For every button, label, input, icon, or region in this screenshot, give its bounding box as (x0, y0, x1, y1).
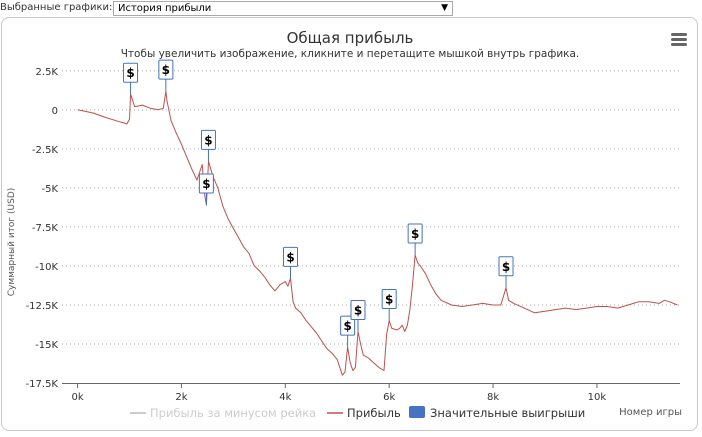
big-win-marker[interactable]: $ (158, 59, 174, 92)
big-win-markers[interactable]: $ $$$$$$$$$ (123, 59, 514, 348)
charts-select-label: Выбранные графики: (0, 2, 113, 13)
y-tick-labels: 2.5K 0 -2.5K -5K -7.5K -10K -12.5K -15K -17.5K (26, 67, 59, 390)
dollar-icon: $ (126, 66, 134, 80)
x-tick-label: 10k (588, 392, 607, 403)
big-win-marker[interactable]: $ (200, 129, 216, 162)
big-win-marker[interactable]: $ (198, 173, 214, 206)
legend-label-net-profit: Прибыль за минусом рейка (150, 406, 316, 420)
big-win-marker[interactable]: $ (283, 246, 299, 279)
top-bar: Выбранные графики: История прибыли ▼ (0, 0, 702, 18)
chart-frame[interactable]: 2.5K 0 -2.5K -5K -7.5K -10K -12.5K -15K -17.5K 0… (1, 17, 698, 431)
charts-select[interactable]: История прибыли ▼ (113, 1, 453, 16)
legend-item-net-profit[interactable]: Прибыль за минусом рейка (130, 406, 316, 420)
grid-lines (62, 70, 680, 345)
legend-item-profit[interactable]: Прибыль (327, 406, 401, 420)
y-tick-label: -5K (41, 184, 58, 195)
big-win-marker[interactable]: $ (340, 315, 356, 348)
y-tick-label: -10K (35, 262, 58, 273)
dollar-icon: $ (286, 250, 294, 264)
legend-label-big-wins: Значительные выигрыши (430, 406, 585, 420)
x-tick-label: 8k (487, 392, 499, 403)
hamburger-menu-icon[interactable] (671, 33, 687, 46)
dollar-icon: $ (411, 227, 419, 241)
big-win-marker[interactable]: $ (123, 62, 139, 95)
dollar-icon: $ (354, 303, 362, 317)
big-win-marker[interactable]: $ (498, 256, 514, 288)
y-tick-label: -12.5K (26, 301, 59, 312)
y-tick-label: -17.5K (26, 379, 59, 390)
charts-select-value: История прибыли (118, 3, 212, 14)
legend-label-profit: Прибыль (347, 406, 401, 420)
profit-series-line[interactable] (77, 90, 678, 376)
big-win-marker[interactable]: $ (350, 299, 366, 332)
x-tick-label: 0k (72, 392, 84, 403)
y-tick-label: -2.5K (32, 145, 59, 156)
x-tick-label: 2k (175, 392, 187, 403)
y-tick-label: -15K (35, 340, 58, 351)
dollar-icon: $ (204, 133, 212, 147)
y-tick-label: 0 (52, 106, 58, 117)
chart-title: Общая прибыль (287, 29, 414, 47)
big-win-marker[interactable]: $ (381, 289, 397, 321)
y-axis-title: Суммарный итог (USD) (7, 188, 17, 297)
dropdown-arrow-icon: ▼ (441, 3, 448, 13)
big-win-marker[interactable]: $ (407, 223, 423, 255)
series (77, 90, 678, 376)
dollar-icon: $ (385, 293, 393, 307)
profit-chart[interactable]: 2.5K 0 -2.5K -5K -7.5K -10K -12.5K -15K -17.5K 0… (2, 18, 699, 432)
y-tick-label: -7.5K (32, 223, 59, 234)
chart-subtitle: Чтобы увеличить изображение, кликните и … (121, 48, 580, 60)
dollar-icon: $ (502, 260, 510, 274)
x-tick-label: 4k (279, 392, 291, 403)
x-tick-label: 6k (383, 392, 395, 403)
legend-item-big-wins[interactable]: Значительные выигрыши (409, 406, 585, 420)
dollar-icon: $ (343, 319, 351, 333)
dollar-icon: $ (202, 177, 210, 191)
y-tick-label: 2.5K (36, 67, 59, 78)
dollar-icon: $ (162, 63, 170, 77)
x-axis-title: Номер игры (619, 407, 682, 418)
x-tick-labels: 0k 2k 4k 6k 8k 10k (72, 383, 607, 403)
legend: Прибыль за минусом рейка Прибыль Значите… (130, 406, 585, 420)
